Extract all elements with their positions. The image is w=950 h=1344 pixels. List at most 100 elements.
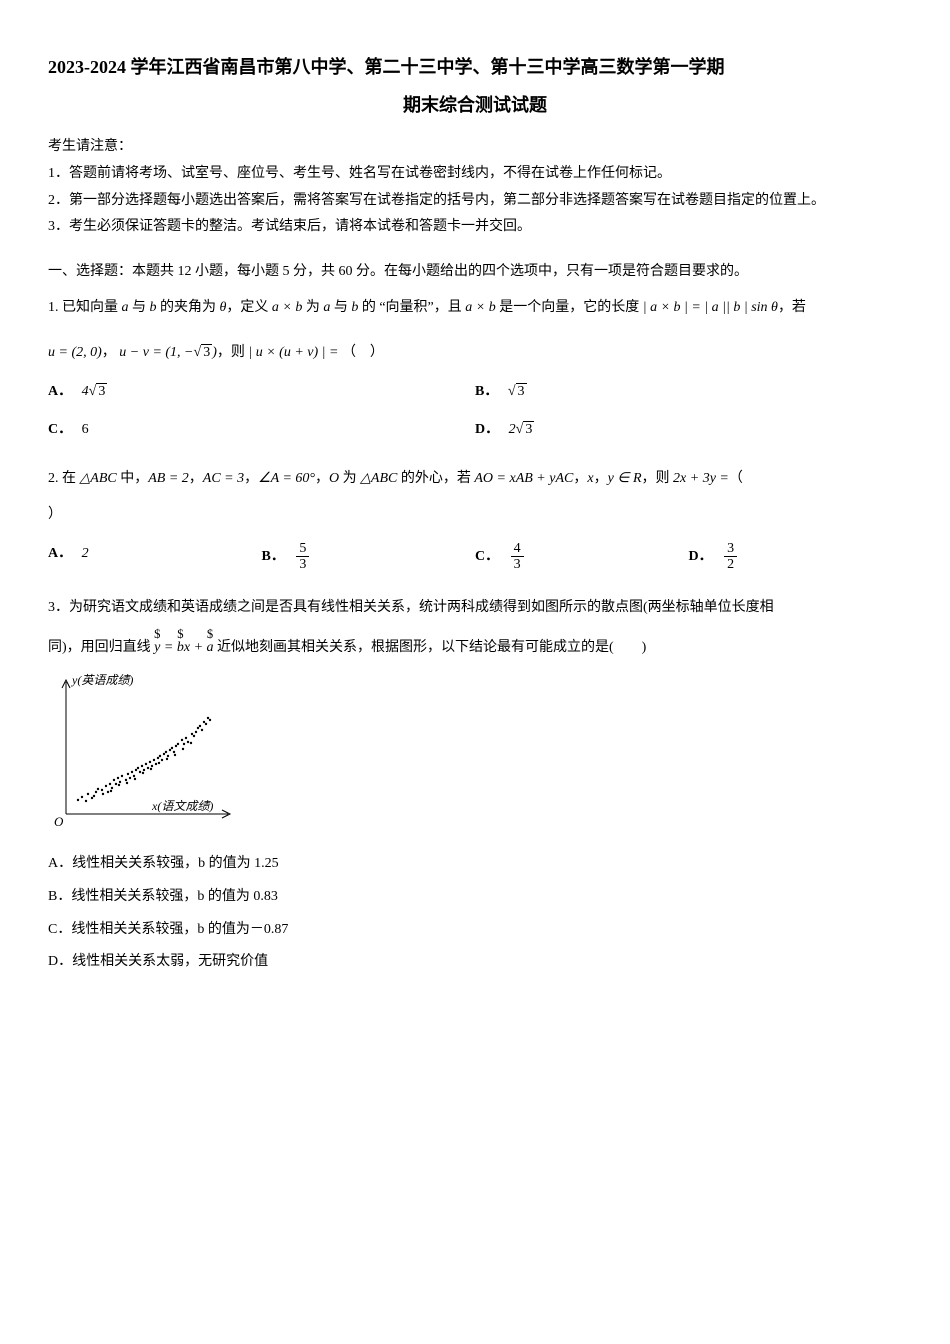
option-value-frac: 43 bbox=[511, 541, 524, 573]
svg-text:y(英语成绩): y(英语成绩) bbox=[71, 673, 133, 687]
option-value: 2√3 bbox=[509, 421, 535, 437]
var-o: O bbox=[329, 471, 339, 486]
option-label-b: B． bbox=[475, 384, 498, 399]
option-c: C．线性相关关系较强，b 的值为－0.87 bbox=[48, 914, 902, 947]
expr-ao: AO = xAB + yAC bbox=[474, 471, 573, 486]
expr-target: | u × (u + v) | = bbox=[248, 345, 338, 360]
sqrt-val: 3 bbox=[516, 383, 527, 399]
sqrt-val: 3 bbox=[523, 421, 534, 437]
option-value-frac: 32 bbox=[724, 541, 737, 573]
q2-text: ， bbox=[244, 471, 258, 486]
option-b: B．线性相关关系较强，b 的值为 0.83 bbox=[48, 881, 902, 914]
var-a: a bbox=[122, 300, 129, 315]
expr-ac: AC = 3 bbox=[203, 471, 244, 486]
q1-text: 是一个向量，它的长度 bbox=[496, 300, 643, 315]
q1-text: 的夹角为 bbox=[157, 300, 220, 315]
var-b: b bbox=[150, 300, 157, 315]
notice-item: 2．第一部分选择题每小题选出答案后，需将答案写在试卷指定的括号内，第二部分非选择… bbox=[48, 188, 902, 215]
q1-text: 与 bbox=[330, 300, 351, 315]
q2-text: ， bbox=[594, 471, 608, 486]
q2-text: ，则 bbox=[642, 471, 674, 486]
regression-eq: y = bx + a bbox=[154, 640, 213, 655]
question-1-line2: u = (2, 0)， u − v = (1, −√3)，则 | u × (u … bbox=[48, 340, 902, 367]
q1-text: 为 bbox=[302, 300, 323, 315]
sqrt-icon: √3 bbox=[89, 383, 108, 399]
option-a: A．线性相关关系较强，b 的值为 1.25 bbox=[48, 848, 902, 881]
expr-u: u = (2, 0) bbox=[48, 345, 102, 360]
question-2: 2. 在 △ABC 中，AB = 2，AC = 3，∠A = 60°，O 为 △… bbox=[48, 466, 902, 493]
notice-heading: 考生请注意： bbox=[48, 134, 902, 161]
num: 2 bbox=[509, 422, 516, 437]
q3-options: A．线性相关关系较强，b 的值为 1.25 B．线性相关关系较强，b 的值为 0… bbox=[48, 848, 902, 978]
expr-axb: a × b bbox=[272, 300, 302, 315]
sqrt-val: 3 bbox=[96, 383, 107, 399]
q1-paren: （ ） bbox=[342, 345, 384, 360]
option-b: B． √3 bbox=[475, 373, 902, 412]
q2-text: 为 bbox=[339, 471, 360, 486]
expr-ab: AB = 2 bbox=[148, 471, 189, 486]
q2-text: 中， bbox=[117, 471, 149, 486]
sqrt-icon: √3 bbox=[516, 421, 535, 437]
section-heading: 一、选择题：本题共 12 小题，每小题 5 分，共 60 分。在每小题给出的四个… bbox=[48, 259, 902, 286]
frac-den: 3 bbox=[511, 557, 524, 572]
q2-text: ， bbox=[315, 471, 329, 486]
sqrt-icon: √3 bbox=[194, 344, 213, 360]
num: 4 bbox=[82, 384, 89, 399]
q1-text: ，则 bbox=[217, 345, 249, 360]
option-c: C． 6 bbox=[48, 411, 475, 450]
option-value: √3 bbox=[508, 383, 527, 399]
scatter-plot: y(英语成绩) x(语文成绩) O bbox=[48, 672, 902, 843]
q1-text: 的 “向量积”，且 bbox=[358, 300, 465, 315]
question-1: 1. 已知向量 a 与 b 的夹角为 θ，定义 a × b 为 a 与 b 的 … bbox=[48, 295, 902, 322]
q1-text: ，若 bbox=[778, 300, 806, 315]
q2-text: 的外心，若 bbox=[397, 471, 474, 486]
page-title-line1: 2023-2024 学年江西省南昌市第八中学、第二十三中学、第十三中学高三数学第… bbox=[48, 50, 902, 84]
expr-part: u − v = (1, − bbox=[119, 345, 193, 360]
option-value: 4√3 bbox=[82, 383, 108, 399]
option-label-d: D． bbox=[689, 549, 713, 564]
notice-item: 1．答题前请将考场、试室号、座位号、考生号、姓名写在试卷密封线内，不得在试卷上作… bbox=[48, 161, 902, 188]
option-label-d: D． bbox=[475, 422, 499, 437]
frac-num: 3 bbox=[724, 541, 737, 557]
frac-den: 3 bbox=[296, 557, 309, 572]
expr-yr: y ∈ R bbox=[608, 471, 642, 486]
q2-text: 2. 在 bbox=[48, 471, 80, 486]
option-d: D． 2√3 bbox=[475, 411, 902, 450]
option-label-a: A． bbox=[48, 384, 72, 399]
option-label-a: A． bbox=[48, 546, 72, 561]
option-value-frac: 53 bbox=[296, 541, 309, 573]
expr-axb: a × b bbox=[465, 300, 495, 315]
frac-den: 2 bbox=[724, 557, 737, 572]
expr-2x3y: 2x + 3y = bbox=[673, 471, 729, 486]
q1-text: 1. 已知向量 bbox=[48, 300, 122, 315]
option-b: B． 53 bbox=[262, 535, 476, 579]
q1-text: ，定义 bbox=[226, 300, 272, 315]
q2-options: A． 2 B． 53 C． 43 D． 32 bbox=[48, 535, 902, 579]
option-value: 2 bbox=[82, 546, 89, 561]
q2-text: ， bbox=[189, 471, 203, 486]
frac-num: 4 bbox=[511, 541, 524, 557]
triangle-abc: △ABC bbox=[360, 471, 397, 486]
scatter-svg: y(英语成绩) x(语文成绩) O bbox=[48, 672, 238, 832]
expr-angle: ∠A = 60° bbox=[258, 471, 315, 486]
expr-umv: u − v = (1, −√3) bbox=[119, 344, 217, 360]
option-label-c: C． bbox=[475, 549, 499, 564]
expr-abs: | a × b | = | a || b | sin θ bbox=[643, 300, 778, 315]
option-label-c: C． bbox=[48, 422, 72, 437]
notice-item: 3．考生必须保证答题卡的整洁。考试结束后，请将本试卷和答题卡一并交回。 bbox=[48, 214, 902, 241]
question-2-close: ） bbox=[48, 502, 902, 529]
q3-text: 近似地刻画其相关关系，根据图形，以下结论最有可能成立的是( ) bbox=[214, 640, 647, 655]
q3-text: 同)，用回归直线 bbox=[48, 640, 154, 655]
q1-text: 与 bbox=[129, 300, 150, 315]
sqrt-val: 3 bbox=[201, 344, 212, 360]
frac-num: 5 bbox=[296, 541, 309, 557]
svg-text:x(语文成绩): x(语文成绩) bbox=[151, 799, 213, 813]
option-d: D．线性相关关系太弱，无研究价值 bbox=[48, 946, 902, 979]
q1-options: A． 4√3 B． √3 C． 6 D． 2√3 bbox=[48, 373, 902, 450]
option-d: D． 32 bbox=[689, 535, 903, 579]
option-a: A． 4√3 bbox=[48, 373, 475, 412]
page-title-line2: 期末综合测试试题 bbox=[48, 88, 902, 122]
svg-text:O: O bbox=[54, 814, 64, 829]
q1-text: ， bbox=[102, 345, 116, 360]
q2-text: （ bbox=[729, 471, 743, 486]
